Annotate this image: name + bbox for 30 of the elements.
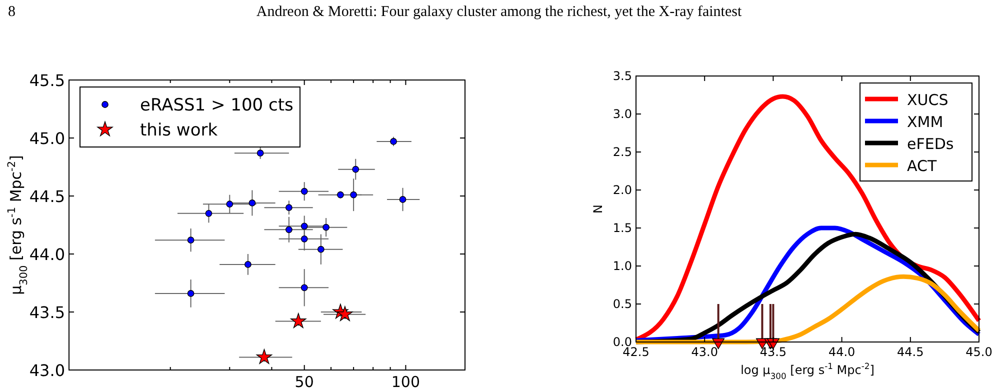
y-tick-label: 2.5 [612, 145, 632, 159]
y-tick-label: 45.5 [29, 71, 65, 90]
y-tick-label: 3.0 [612, 107, 632, 121]
legend-label: eRASS1 > 100 cts [140, 96, 294, 116]
y-tick-label: 3.5 [612, 69, 632, 83]
y-tick-label: 2.0 [612, 183, 632, 197]
y-tick-label: 44.5 [29, 187, 65, 206]
legend-label: eFEDs [907, 135, 954, 153]
legend-label: XUCS [907, 91, 948, 109]
y-tick-label: 1.5 [612, 221, 632, 235]
x-tick-label: 45.0 [966, 345, 992, 359]
x-tick-label: 50 [294, 373, 314, 391]
legend-label: ACT [907, 157, 938, 175]
x-axis-title: log μ$_{300}$ [erg s$^{-1}$ Mpc$^{-2}$] [740, 361, 874, 381]
x-tick-label: 44.5 [897, 345, 924, 359]
x-tick-label: 43.5 [760, 345, 787, 359]
y-tick-label: 45.0 [29, 129, 65, 148]
x-tick-label: 44.0 [828, 345, 856, 359]
text: 8 [8, 4, 16, 20]
legend-label: XMM [907, 113, 944, 131]
y-axis-title: N [591, 204, 605, 214]
legend-label: this work [140, 120, 218, 140]
x-tick-label: 43.0 [691, 345, 718, 359]
x-tick-label: 100 [391, 373, 420, 391]
text: Andreon & Moretti: Four galaxy cluster among the richest, yet the X-ray faintest [256, 4, 742, 20]
y-tick-label: 0.5 [612, 297, 632, 311]
y-tick-label: 43.5 [29, 303, 65, 322]
y-tick-label: 44.0 [29, 245, 65, 264]
y-tick-label: 1.0 [612, 259, 632, 273]
x-tick-label: 42.5 [622, 345, 650, 359]
